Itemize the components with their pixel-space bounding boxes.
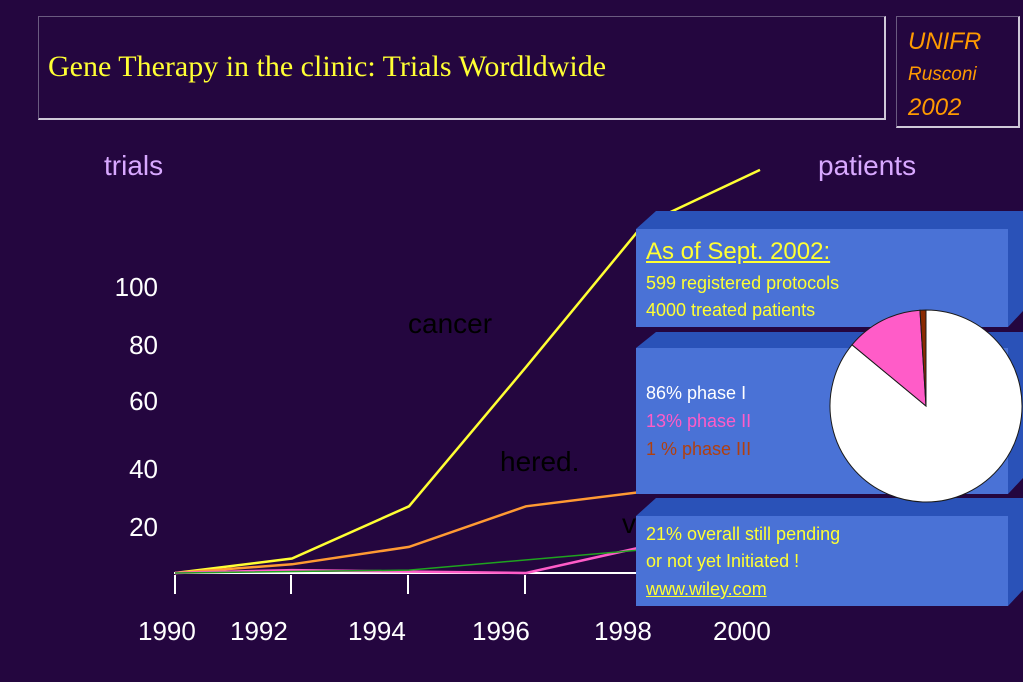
pie-slice-phase-ii bbox=[851, 309, 927, 408]
x-tick-label: 2000 bbox=[713, 616, 771, 646]
y-tick-label: 80 bbox=[129, 330, 158, 360]
phase-i-text: 86% phase I bbox=[646, 383, 747, 403]
pending-text: 21% overall still pending bbox=[646, 524, 841, 544]
patients-axis-label: patients bbox=[818, 150, 917, 181]
x-tick-label: 1992 bbox=[230, 616, 288, 646]
phase-pie-chart bbox=[829, 309, 1023, 503]
trials-axis-label: trials bbox=[104, 150, 164, 181]
phase-ii-text: 13% phase II bbox=[646, 411, 752, 431]
hered-series-line bbox=[174, 490, 644, 575]
info-heading: As of Sept. 2002: bbox=[646, 238, 831, 265]
badge-year: 2002 bbox=[908, 94, 962, 121]
panel-bottom-face bbox=[636, 516, 1008, 606]
wiley-link[interactable]: www.wiley.com bbox=[646, 579, 767, 599]
treated-patients-text: 4000 treated patients bbox=[646, 300, 816, 320]
x-tick-label: 1990 bbox=[138, 616, 196, 646]
y-tick-label: 20 bbox=[129, 512, 158, 542]
pie-slice-phase-iii bbox=[919, 309, 927, 407]
x-tick-label: 1994 bbox=[348, 616, 406, 646]
not-initiated-text: or not yet Initiated ! bbox=[646, 551, 800, 571]
y-tick-label: 60 bbox=[129, 386, 158, 416]
y-tick-label: 40 bbox=[129, 454, 158, 484]
phase-iii-text: 1 % phase III bbox=[646, 439, 752, 459]
badge-frame bbox=[896, 16, 1020, 128]
cancer-series-label: cancer bbox=[408, 308, 493, 339]
badge-rusconi: Rusconi bbox=[908, 64, 977, 85]
registered-protocols-text: 599 registered protocols bbox=[646, 273, 840, 293]
x-tick-label: 1996 bbox=[472, 616, 530, 646]
badge-unifr: UNIFR bbox=[908, 28, 982, 55]
y-tick-label: 100 bbox=[114, 272, 158, 302]
hered-series-label: hered. bbox=[500, 446, 580, 477]
panel-top-face bbox=[636, 229, 1008, 327]
slide-title: Gene Therapy in the clinic: Trials Wordl… bbox=[48, 50, 607, 83]
x-tick-label: 1998 bbox=[594, 616, 652, 646]
title-frame bbox=[38, 16, 886, 120]
viral-series-label: v bbox=[622, 508, 636, 539]
other-series-line bbox=[174, 549, 644, 574]
